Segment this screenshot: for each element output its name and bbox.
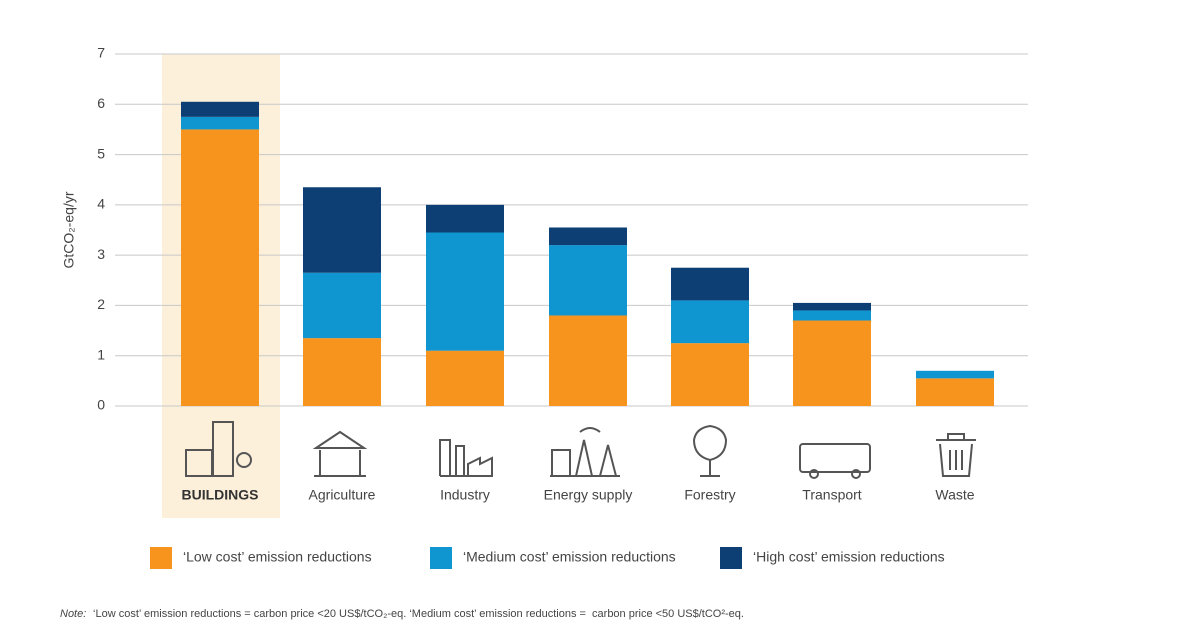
bar-segment	[426, 350, 504, 406]
legend-swatch	[150, 547, 172, 569]
x-tick-label: Forestry	[684, 487, 735, 503]
legend-swatch	[720, 547, 742, 569]
bar-segment	[793, 320, 871, 406]
y-tick-label: 6	[97, 95, 105, 111]
y-tick-label: 4	[97, 196, 105, 212]
x-tick-label: BUILDINGS	[182, 487, 259, 503]
y-tick-label: 5	[97, 145, 105, 161]
category-icons	[185, 421, 976, 479]
bar-segment	[426, 232, 504, 351]
bar-segment	[303, 272, 381, 339]
bar-segment	[793, 302, 871, 311]
bar-segment	[671, 343, 749, 406]
bar-segment	[671, 267, 749, 301]
x-tick-label: Transport	[802, 487, 862, 503]
y-tick-label: 3	[97, 246, 105, 262]
bar-segment	[793, 310, 871, 321]
bar-segment	[426, 204, 504, 233]
note: ‘Low cost’ emission reductions = carbon …	[90, 608, 744, 620]
bar-segment	[549, 315, 627, 406]
legend-label: ‘Medium cost’ emission reductions	[463, 549, 676, 565]
x-tick-label: Agriculture	[309, 487, 376, 503]
bar-segment	[549, 227, 627, 246]
bar-segment	[181, 101, 259, 117]
bar-segment	[671, 300, 749, 344]
bar-segment	[916, 370, 994, 379]
bar-segment	[181, 116, 259, 130]
y-tick-label: 7	[97, 45, 105, 61]
legend-swatch	[430, 547, 452, 569]
legend-label: ‘Low cost’ emission reductions	[183, 549, 372, 565]
bar-segment	[916, 378, 994, 406]
bar-segment	[303, 187, 381, 273]
bar-segment	[181, 129, 259, 406]
x-tick-label: Energy supply	[544, 487, 633, 503]
y-tick-label: 1	[97, 346, 105, 362]
y-tick-label: 0	[97, 397, 105, 413]
note-label: Note:	[60, 608, 86, 620]
x-tick-label: Industry	[440, 487, 490, 503]
bar-segment	[549, 245, 627, 316]
x-tick-label: Waste	[935, 487, 974, 503]
y-tick-label: 2	[97, 296, 105, 312]
y-axis-label: GtCO₂-eq/yr	[61, 191, 77, 268]
legend-label: ‘High cost’ emission reductions	[753, 549, 945, 565]
bar-segment	[303, 338, 381, 406]
